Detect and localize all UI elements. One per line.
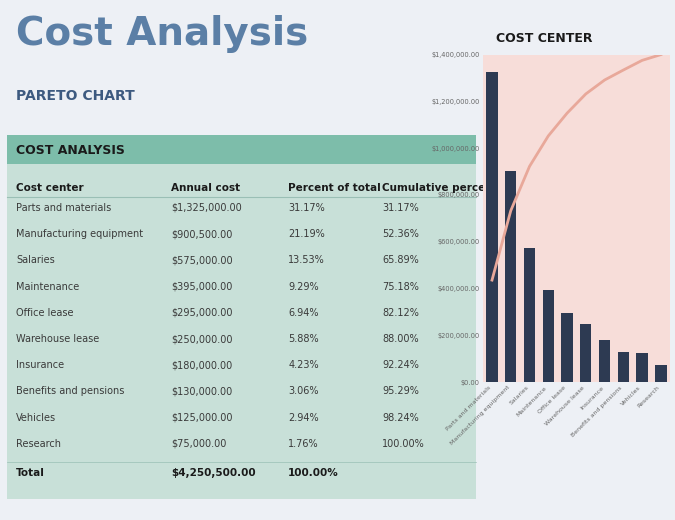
Text: 2.94%: 2.94%: [288, 413, 319, 423]
Text: Office lease: Office lease: [16, 308, 74, 318]
Text: Vehicles: Vehicles: [16, 413, 56, 423]
Text: Parts and materials: Parts and materials: [16, 203, 111, 213]
Text: 21.19%: 21.19%: [288, 229, 325, 239]
Text: Cumulative percent: Cumulative percent: [382, 183, 497, 193]
Text: 88.00%: 88.00%: [382, 334, 418, 344]
Text: Salaries: Salaries: [16, 255, 55, 265]
Text: $180,000.00: $180,000.00: [171, 360, 232, 370]
Text: Cost center: Cost center: [16, 183, 84, 193]
Text: 4.23%: 4.23%: [288, 360, 319, 370]
Text: $4,250,500.00: $4,250,500.00: [171, 468, 256, 478]
Bar: [505, 172, 516, 382]
Text: $900,500.00: $900,500.00: [171, 229, 232, 239]
Text: $130,000.00: $130,000.00: [171, 386, 232, 396]
Text: Total: Total: [16, 468, 45, 478]
Text: Warehouse lease: Warehouse lease: [16, 334, 99, 344]
Text: $1,325,000.00: $1,325,000.00: [171, 203, 242, 213]
Text: COST CENTER: COST CENTER: [495, 32, 592, 45]
Text: 31.17%: 31.17%: [288, 203, 325, 213]
Text: 95.29%: 95.29%: [382, 386, 419, 396]
Text: 98.24%: 98.24%: [382, 413, 418, 423]
Text: $395,000.00: $395,000.00: [171, 282, 232, 292]
Text: Benefits and pensions: Benefits and pensions: [16, 386, 124, 396]
Text: $295,000.00: $295,000.00: [171, 308, 232, 318]
Text: Cost Analysis: Cost Analysis: [16, 16, 308, 54]
Text: 65.89%: 65.89%: [382, 255, 418, 265]
FancyBboxPatch shape: [7, 135, 476, 164]
Text: 9.29%: 9.29%: [288, 282, 319, 292]
Text: 52.36%: 52.36%: [382, 229, 419, 239]
Bar: [618, 352, 629, 382]
Bar: [562, 313, 572, 382]
Text: $125,000.00: $125,000.00: [171, 413, 232, 423]
Text: 31.17%: 31.17%: [382, 203, 418, 213]
Text: $250,000.00: $250,000.00: [171, 334, 232, 344]
Text: Research: Research: [16, 439, 61, 449]
Text: 100.00%: 100.00%: [288, 468, 339, 478]
Text: $575,000.00: $575,000.00: [171, 255, 233, 265]
Bar: [599, 340, 610, 382]
Text: PARETO CHART: PARETO CHART: [16, 89, 135, 103]
Text: Annual cost: Annual cost: [171, 183, 240, 193]
Text: 92.24%: 92.24%: [382, 360, 419, 370]
Text: 5.88%: 5.88%: [288, 334, 319, 344]
FancyBboxPatch shape: [7, 164, 476, 499]
Text: Insurance: Insurance: [16, 360, 64, 370]
Text: 75.18%: 75.18%: [382, 282, 419, 292]
Text: Manufacturing equipment: Manufacturing equipment: [16, 229, 143, 239]
Bar: [543, 290, 554, 382]
Bar: [655, 365, 666, 382]
Text: 1.76%: 1.76%: [288, 439, 319, 449]
Bar: [487, 72, 497, 382]
Bar: [580, 323, 591, 382]
Text: $75,000.00: $75,000.00: [171, 439, 226, 449]
Text: 13.53%: 13.53%: [288, 255, 325, 265]
Text: 100.00%: 100.00%: [382, 439, 425, 449]
Bar: [637, 353, 648, 382]
Text: COST ANALYSIS: COST ANALYSIS: [16, 145, 125, 158]
Text: 6.94%: 6.94%: [288, 308, 319, 318]
Text: 82.12%: 82.12%: [382, 308, 419, 318]
Text: Percent of total: Percent of total: [288, 183, 381, 193]
Text: Maintenance: Maintenance: [16, 282, 80, 292]
Text: 3.06%: 3.06%: [288, 386, 319, 396]
Bar: [524, 248, 535, 382]
